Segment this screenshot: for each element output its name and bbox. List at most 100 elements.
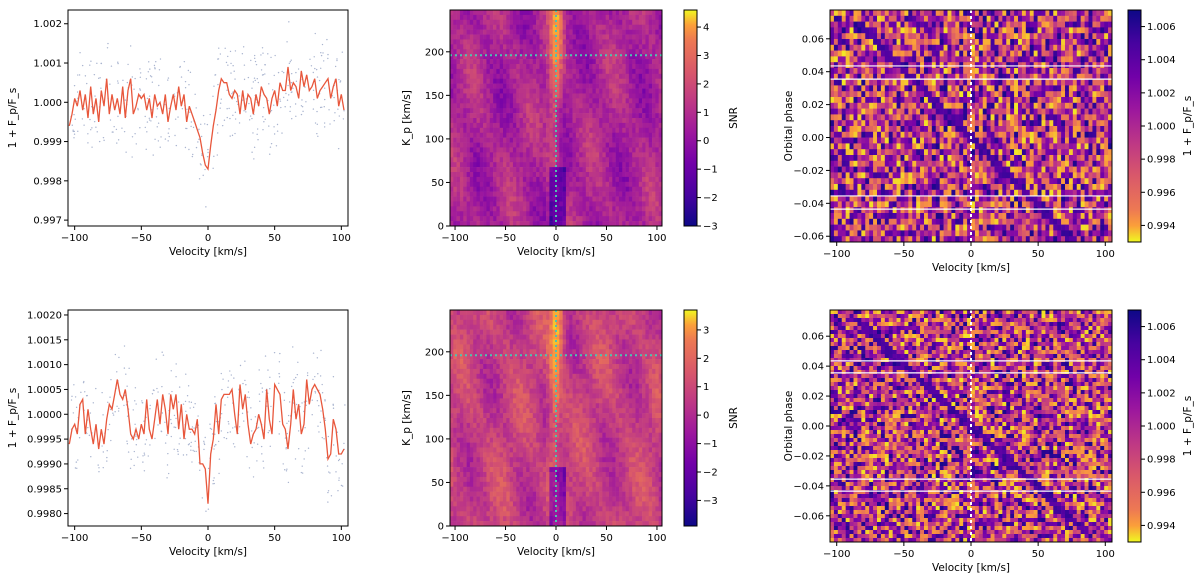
heatmap-cell — [453, 25, 457, 30]
heatmap-cell — [1022, 45, 1026, 51]
heatmap-cell — [496, 172, 500, 177]
heatmap-cell — [948, 68, 952, 74]
heatmap-cell — [632, 211, 636, 216]
scatter-point — [94, 121, 95, 122]
heatmap-cell — [490, 113, 494, 118]
heatmap-cell — [543, 128, 547, 133]
heatmap-cell — [1049, 114, 1053, 120]
heatmap-cell — [897, 22, 901, 28]
heatmap-cell — [463, 98, 467, 103]
heatmap-cell — [530, 25, 534, 30]
heatmap-cell — [546, 89, 550, 94]
heatmap-cell — [496, 20, 500, 25]
heatmap-cell — [642, 15, 646, 20]
heatmap-cell — [536, 192, 540, 197]
heatmap-cell — [490, 49, 494, 54]
scatter-point — [281, 71, 282, 72]
heatmap-cell — [513, 10, 517, 15]
heatmap-cell — [834, 27, 838, 33]
heatmap-cell — [1069, 120, 1073, 126]
heatmap-cell — [546, 182, 550, 187]
scatter-point — [121, 127, 122, 128]
heatmap-cell — [503, 128, 507, 133]
heatmap-cell — [493, 147, 497, 152]
heatmap-cell — [885, 85, 889, 91]
heatmap-cell — [546, 98, 550, 103]
heatmap-cell — [477, 138, 481, 143]
heatmap-cell — [626, 20, 630, 25]
heatmap-cell — [473, 98, 477, 103]
heatmap-cell — [1057, 126, 1061, 132]
scatter-point — [212, 96, 213, 97]
heatmap-cell — [589, 103, 593, 108]
heatmap-cell — [599, 35, 603, 40]
heatmap-cell — [645, 147, 649, 152]
heatmap-cell — [596, 157, 600, 162]
heatmap-cell — [1077, 68, 1081, 74]
heatmap-cell — [483, 98, 487, 103]
heatmap-cell — [453, 157, 457, 162]
heatmap-cell — [539, 162, 543, 167]
heatmap-cell — [987, 51, 991, 57]
heatmap-cell — [573, 93, 577, 98]
heatmap-cell — [506, 201, 510, 206]
heatmap-cell — [579, 10, 583, 15]
heatmap-cell — [1085, 126, 1089, 132]
heatmap-cell — [1085, 109, 1089, 115]
heatmap-cell — [569, 20, 573, 25]
heatmap-cell — [987, 10, 991, 16]
heatmap-cell — [1061, 91, 1065, 97]
heatmap-cell — [869, 56, 873, 62]
heatmap-cell — [579, 64, 583, 69]
scatter-point — [317, 136, 318, 137]
heatmap-cell — [467, 103, 471, 108]
heatmap-cell — [1002, 33, 1006, 39]
heatmap-cell — [500, 69, 504, 74]
heatmap-cell — [873, 51, 877, 57]
heatmap-cell — [838, 120, 842, 126]
heatmap-cell — [609, 216, 613, 221]
heatmap-cell — [645, 187, 649, 192]
heatmap-cell — [998, 39, 1002, 45]
heatmap-cell — [1092, 16, 1096, 22]
heatmap-cell — [450, 216, 454, 221]
heatmap-cell — [606, 157, 610, 162]
heatmap-cell — [645, 98, 649, 103]
heatmap-cell — [463, 157, 467, 162]
heatmap-cell — [838, 39, 842, 45]
heatmap-cell — [602, 143, 606, 148]
heatmap-cell — [546, 10, 550, 15]
heatmap-cell — [573, 108, 577, 113]
heatmap-cell — [889, 126, 893, 132]
heatmap-cell — [1049, 109, 1053, 115]
heatmap-cell — [908, 45, 912, 51]
heatmap-cell — [496, 216, 500, 221]
heatmap-cell — [473, 30, 477, 35]
heatmap-cell — [549, 187, 553, 192]
scatter-point — [265, 64, 266, 65]
heatmap-cell — [599, 177, 603, 182]
heatmap-cell — [1061, 27, 1065, 33]
heatmap-cell — [655, 167, 659, 172]
heatmap-cell — [530, 74, 534, 79]
heatmap-cell — [586, 133, 590, 138]
heatmap-cell — [513, 192, 517, 197]
scatter-point — [207, 152, 208, 153]
heatmap-cell — [477, 64, 481, 69]
heatmap-cell — [566, 93, 570, 98]
heatmap-cell — [1014, 132, 1018, 138]
heatmap-cell — [1100, 114, 1104, 120]
heatmap-cell — [959, 39, 963, 45]
scatter-point — [99, 141, 100, 142]
heatmap-cell — [1049, 97, 1053, 103]
heatmap-cell — [503, 103, 507, 108]
heatmap-cell — [533, 128, 537, 133]
heatmap-cell — [991, 138, 995, 144]
heatmap-cell — [612, 157, 616, 162]
heatmap-cell — [619, 74, 623, 79]
heatmap-cell — [928, 56, 932, 62]
heatmap-cell — [480, 123, 484, 128]
heatmap-cell — [932, 39, 936, 45]
scatter-point — [130, 45, 131, 46]
heatmap-cell — [629, 49, 633, 54]
